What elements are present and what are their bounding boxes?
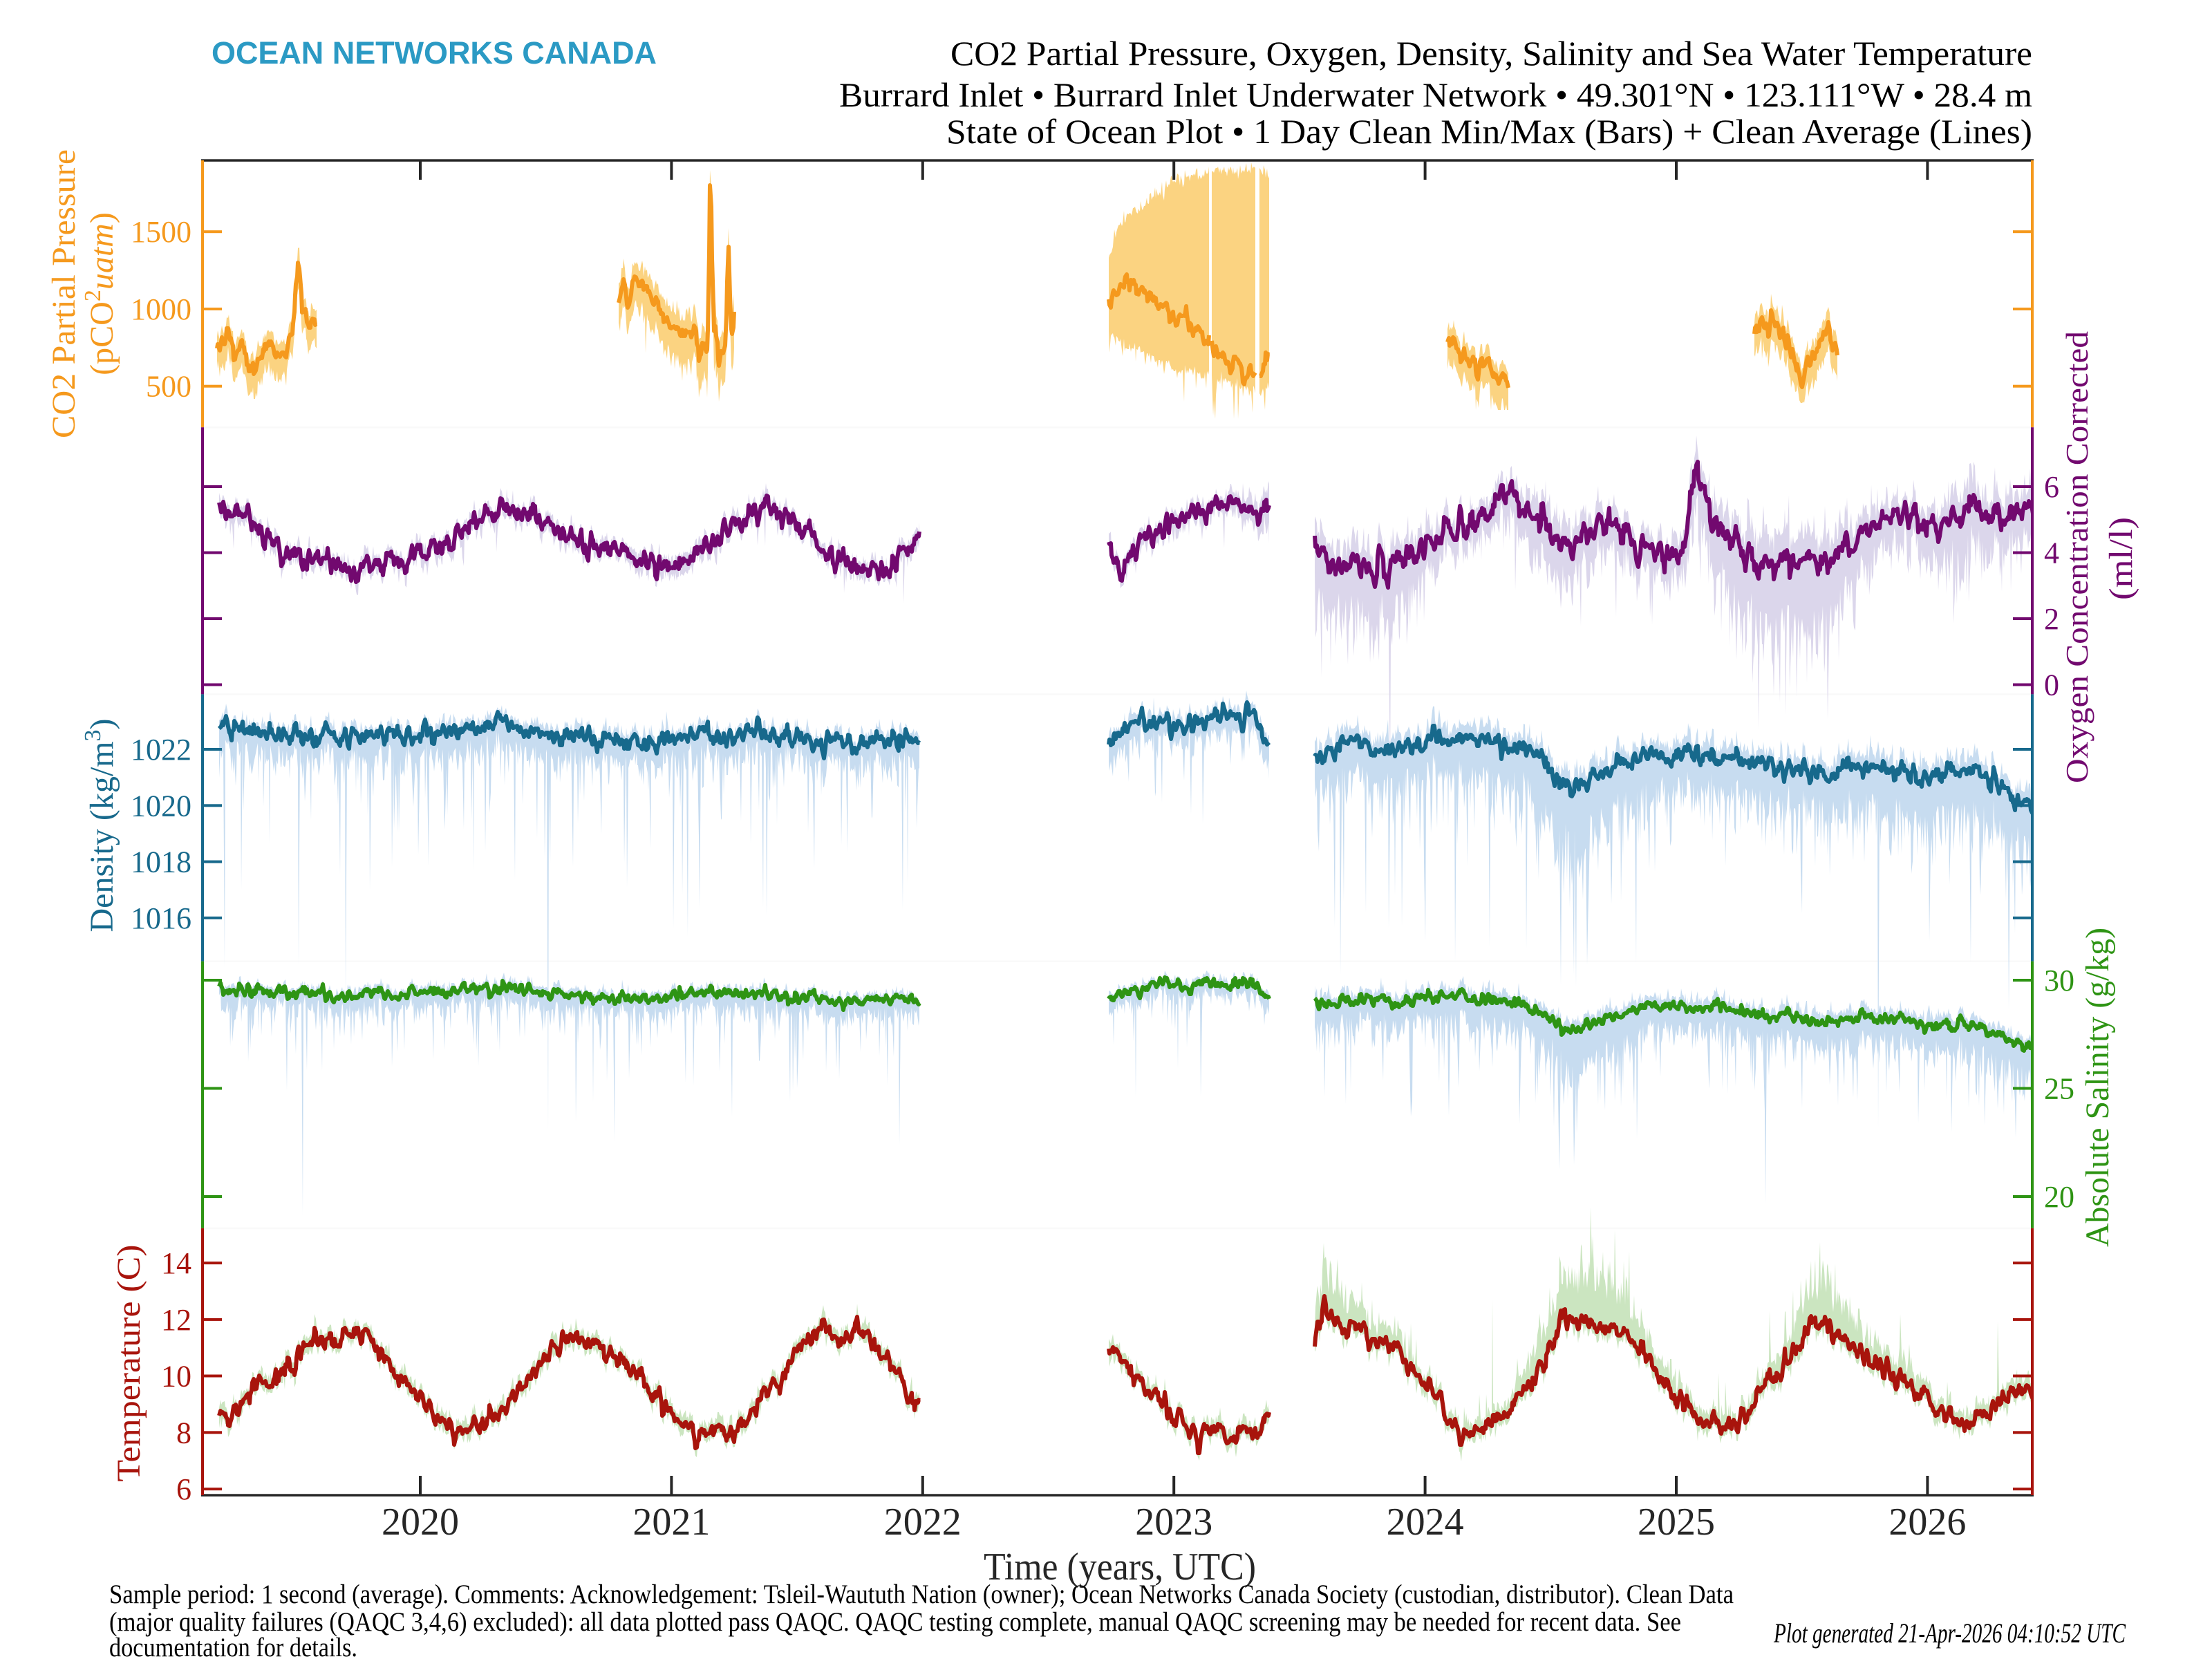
svg-text:1018: 1018 xyxy=(131,845,191,879)
svg-text:2021: 2021 xyxy=(632,1501,710,1544)
svg-text:500: 500 xyxy=(146,370,191,404)
svg-text:(pCO2uatm): (pCO2uatm) xyxy=(80,212,121,375)
svg-text:4: 4 xyxy=(2044,536,2059,570)
svg-text:State of Ocean Plot • 1 Day Cl: State of Ocean Plot • 1 Day Clean Min/Ma… xyxy=(946,112,2032,151)
svg-text:2022: 2022 xyxy=(884,1501,962,1544)
svg-text:6: 6 xyxy=(2044,470,2059,504)
svg-text:(major quality failures (QAQC: (major quality failures (QAQC 3,4,6) exc… xyxy=(109,1607,1681,1637)
svg-text:20: 20 xyxy=(2044,1180,2074,1214)
svg-text:Absolute Salinity (g/kg): Absolute Salinity (g/kg) xyxy=(2079,928,2116,1247)
svg-text:1016: 1016 xyxy=(131,901,191,935)
svg-text:12: 12 xyxy=(161,1303,191,1337)
svg-text:2023: 2023 xyxy=(1135,1501,1212,1544)
svg-text:14: 14 xyxy=(161,1246,191,1280)
svg-text:CO2 Partial Pressure: CO2 Partial Pressure xyxy=(46,149,82,438)
svg-text:Time (years, UTC): Time (years, UTC) xyxy=(984,1546,1256,1588)
svg-text:OCEAN NETWORKS CANADA: OCEAN NETWORKS CANADA xyxy=(212,35,657,71)
svg-text:1000: 1000 xyxy=(131,292,191,326)
svg-text:25: 25 xyxy=(2044,1072,2074,1106)
svg-text:2020: 2020 xyxy=(382,1501,459,1544)
svg-text:2025: 2025 xyxy=(1638,1501,1715,1544)
svg-text:2024: 2024 xyxy=(1387,1501,1464,1544)
svg-text:documentation for details.: documentation for details. xyxy=(109,1633,357,1659)
svg-text:Burrard Inlet • Burrard Inlet: Burrard Inlet • Burrard Inlet Underwater… xyxy=(839,75,2032,114)
svg-text:8: 8 xyxy=(176,1416,191,1450)
svg-text:1020: 1020 xyxy=(131,789,191,823)
svg-text:CO2 Partial Pressure, Oxygen,: CO2 Partial Pressure, Oxygen, Density, S… xyxy=(950,34,2032,73)
svg-text:Oxygen Concentration Corrected: Oxygen Concentration Corrected xyxy=(2059,331,2094,783)
svg-text:0: 0 xyxy=(2044,668,2059,702)
svg-text:Sample period: 1 second (avera: Sample period: 1 second (average). Comme… xyxy=(109,1580,1734,1609)
svg-text:1500: 1500 xyxy=(131,215,191,249)
svg-text:2: 2 xyxy=(2044,602,2059,636)
svg-text:Temperature (C): Temperature (C) xyxy=(111,1245,147,1482)
svg-text:6: 6 xyxy=(176,1472,191,1506)
svg-text:1022: 1022 xyxy=(131,733,191,767)
svg-text:Density (kg/m3): Density (kg/m3) xyxy=(80,719,121,932)
svg-text:30: 30 xyxy=(2044,964,2074,997)
svg-text:10: 10 xyxy=(161,1360,191,1394)
svg-text:Plot generated 21-Apr-2026 04:: Plot generated 21-Apr-2026 04:10:52 UTC xyxy=(1773,1618,2126,1649)
svg-text:2026: 2026 xyxy=(1888,1501,1966,1544)
svg-text:(ml/l): (ml/l) xyxy=(2103,517,2139,600)
